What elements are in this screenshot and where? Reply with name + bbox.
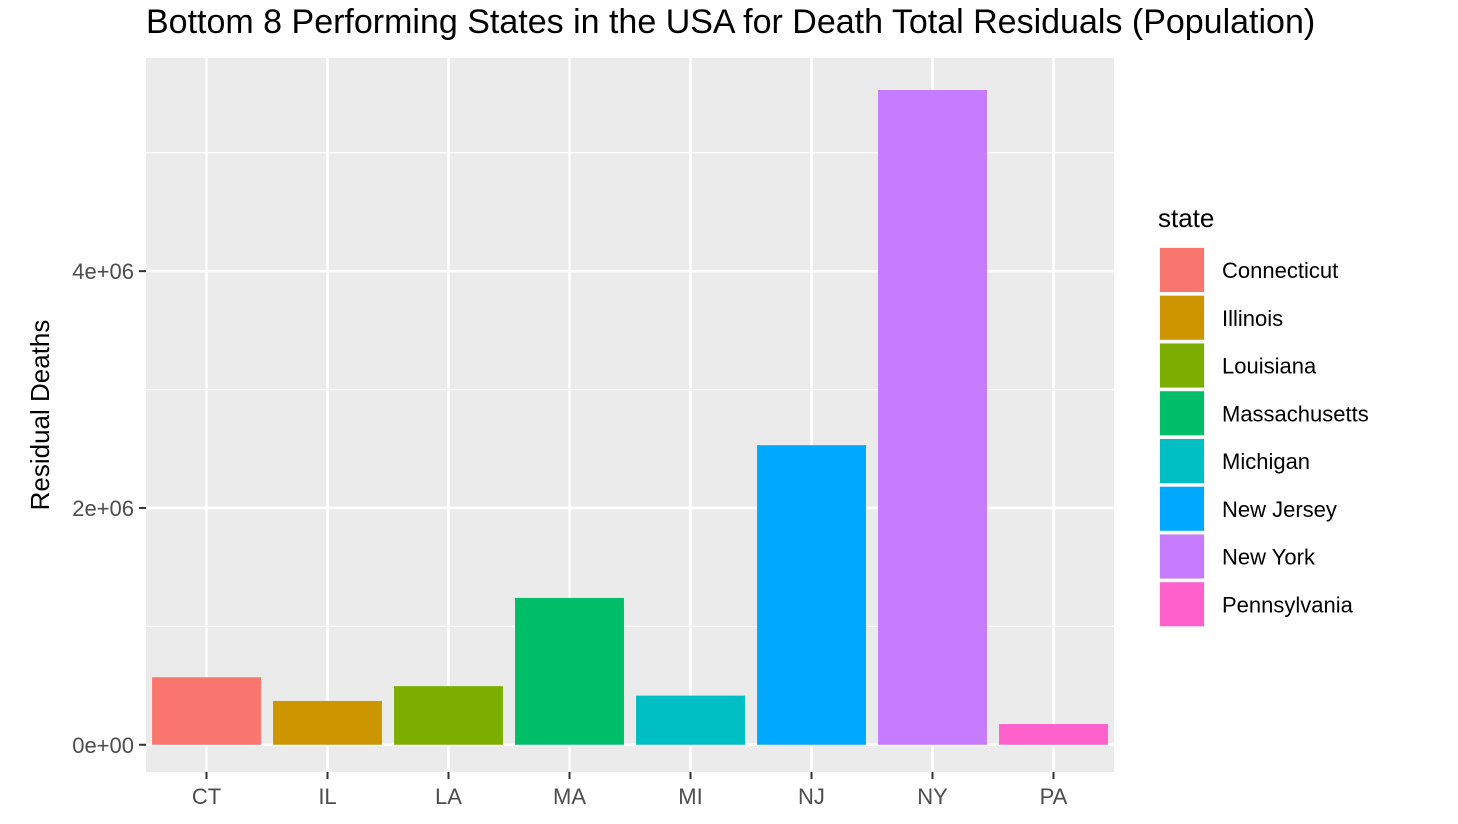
x-tick-label: MI bbox=[678, 784, 702, 809]
bar-ct bbox=[152, 677, 261, 745]
x-tick-label: NJ bbox=[798, 784, 825, 809]
y-axis-title: Residual Deaths bbox=[25, 320, 55, 511]
x-tick-label: NY bbox=[917, 784, 948, 809]
x-tick-label: PA bbox=[1040, 784, 1068, 809]
x-axis: CT IL LA MA MI NJ NY PA bbox=[192, 772, 1068, 809]
legend-label: Louisiana bbox=[1222, 354, 1317, 379]
y-tick-label: 4e+06 bbox=[72, 259, 134, 284]
legend-label: Michigan bbox=[1222, 449, 1310, 474]
legend-swatch bbox=[1160, 439, 1204, 483]
bar-la bbox=[394, 686, 503, 745]
legend-items: Connecticut Illinois Louisiana Massachusett… bbox=[1159, 247, 1369, 628]
legend: state Connecticut Illinois Louisiana Massac… bbox=[1158, 203, 1369, 628]
bar-nj bbox=[757, 445, 866, 745]
legend-swatch bbox=[1160, 534, 1204, 579]
bar-il bbox=[273, 700, 382, 745]
bar-ny bbox=[878, 89, 987, 745]
legend-swatch bbox=[1160, 248, 1204, 292]
legend-label: Massachusetts bbox=[1222, 401, 1369, 426]
bar-mi bbox=[636, 695, 745, 745]
x-tick-label: LA bbox=[435, 784, 462, 809]
legend-swatch bbox=[1160, 582, 1204, 627]
x-tick-label: MA bbox=[553, 784, 586, 809]
legend-swatch bbox=[1160, 295, 1204, 340]
x-tick-label: IL bbox=[318, 784, 336, 809]
legend-swatch bbox=[1160, 486, 1204, 531]
y-tick-label: 2e+06 bbox=[72, 496, 134, 521]
bar-pa bbox=[999, 724, 1108, 745]
legend-title: state bbox=[1158, 203, 1214, 233]
legend-label: Connecticut bbox=[1222, 258, 1338, 283]
legend-label: New York bbox=[1222, 545, 1316, 570]
legend-swatch bbox=[1160, 391, 1204, 436]
legend-label: Pennsylvania bbox=[1222, 592, 1354, 617]
legend-label: Illinois bbox=[1222, 306, 1283, 331]
x-tick-label: CT bbox=[192, 784, 221, 809]
y-axis: 0e+00 2e+06 4e+06 bbox=[72, 259, 146, 758]
legend-label: New Jersey bbox=[1222, 497, 1337, 522]
y-tick-label: 0e+00 bbox=[72, 733, 134, 758]
bar-ma bbox=[515, 597, 624, 745]
bars bbox=[152, 89, 1108, 745]
legend-swatch bbox=[1160, 343, 1204, 388]
chart-title: Bottom 8 Performing States in the USA fo… bbox=[146, 3, 1315, 41]
